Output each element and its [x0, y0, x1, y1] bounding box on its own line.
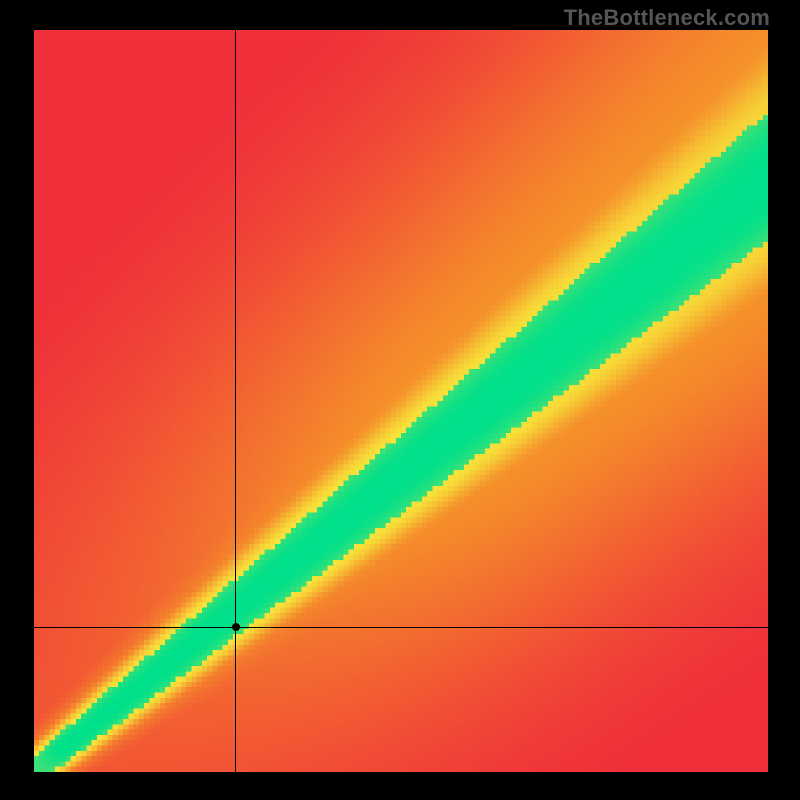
watermark-text: TheBottleneck.com: [564, 5, 770, 31]
crosshair-horizontal: [34, 627, 768, 628]
selected-point-marker: [232, 623, 240, 631]
crosshair-vertical: [235, 30, 236, 772]
chart-container: TheBottleneck.com: [0, 0, 800, 800]
bottleneck-heatmap: [34, 30, 768, 772]
